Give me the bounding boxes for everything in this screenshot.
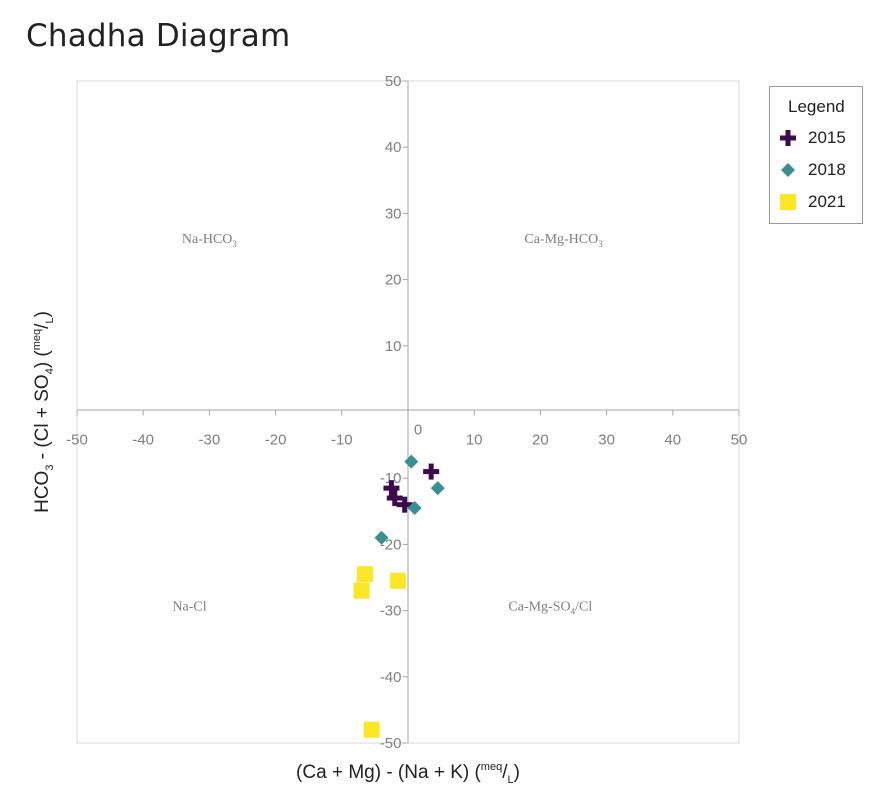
plus-marker-icon [780, 130, 796, 146]
quadrant-labels: Na-HCO3 Ca-Mg-HCO3 Na-Cl Ca-Mg-SO4/Cl [172, 232, 603, 616]
y-tick-label: -50 [380, 735, 402, 752]
y-axis-label: HCO3 - (Cl + SO4) (meq/L) [31, 311, 56, 513]
x-tick-label: 40 [664, 432, 681, 449]
region-label-top-left: Na-HCO3 [182, 232, 238, 249]
x-tick-label: 20 [532, 432, 549, 449]
legend-entry-2021: 2021 [780, 191, 846, 213]
point-2015 [396, 496, 413, 513]
y-tick-label: -40 [380, 669, 402, 686]
point-2015 [423, 463, 440, 480]
square-marker-icon [780, 194, 796, 210]
x-tick-label: 30 [598, 432, 615, 449]
y-tick-label: 50 [385, 73, 402, 90]
y-tick-label: 20 [385, 272, 402, 289]
diamond-marker-icon [781, 163, 795, 177]
axis-ticks: -50 -40 -30 -20 -10 0 10 20 30 40 50 50 40 30 20 10 -10 -… [66, 73, 747, 752]
x-axis-label: (Ca + Mg) - (Na + K) (meq/L) [296, 761, 520, 786]
y-tick-label: 40 [385, 139, 402, 156]
point-2015 [383, 480, 400, 497]
point-2021 [353, 582, 370, 599]
chart-title: Chadha Diagram [26, 18, 291, 54]
point-2015 [386, 490, 403, 507]
x-tick-label: -50 [66, 432, 88, 449]
point-2021 [356, 566, 373, 583]
x-tick-label: -20 [265, 432, 287, 449]
x-tick-label: -30 [199, 432, 221, 449]
x-tick-label: 50 [731, 432, 748, 449]
point-2018 [407, 500, 422, 515]
legend-label: 2021 [808, 192, 846, 211]
legend-title: Legend [788, 97, 845, 116]
x-tick-label: 0 [414, 422, 422, 439]
region-label-bottom-right: Ca-Mg-SO4/Cl [508, 600, 592, 617]
point-2018 [374, 530, 389, 545]
point-2021 [390, 572, 407, 589]
y-tick-label: -10 [380, 470, 402, 487]
legend-entry-2018: 2018 [780, 159, 846, 181]
x-tick-label: -40 [132, 432, 154, 449]
y-tick-label: -30 [380, 603, 402, 620]
point-2021 [363, 721, 380, 738]
legend-label: 2015 [808, 128, 846, 147]
point-2018 [404, 454, 419, 469]
data-points [353, 454, 445, 738]
legend-label: 2018 [808, 160, 846, 179]
y-tick-label: 30 [385, 205, 402, 222]
legend-entry-2015: 2015 [780, 127, 846, 149]
legend: Legend 2015 2018 2021 [769, 86, 863, 224]
y-tick-label: 10 [385, 338, 402, 355]
x-tick-label: 10 [466, 432, 483, 449]
region-label-bottom-left: Na-Cl [172, 600, 206, 615]
x-tick-label: -10 [331, 432, 353, 449]
point-2018 [430, 481, 445, 496]
region-label-top-right: Ca-Mg-HCO3 [524, 232, 603, 249]
